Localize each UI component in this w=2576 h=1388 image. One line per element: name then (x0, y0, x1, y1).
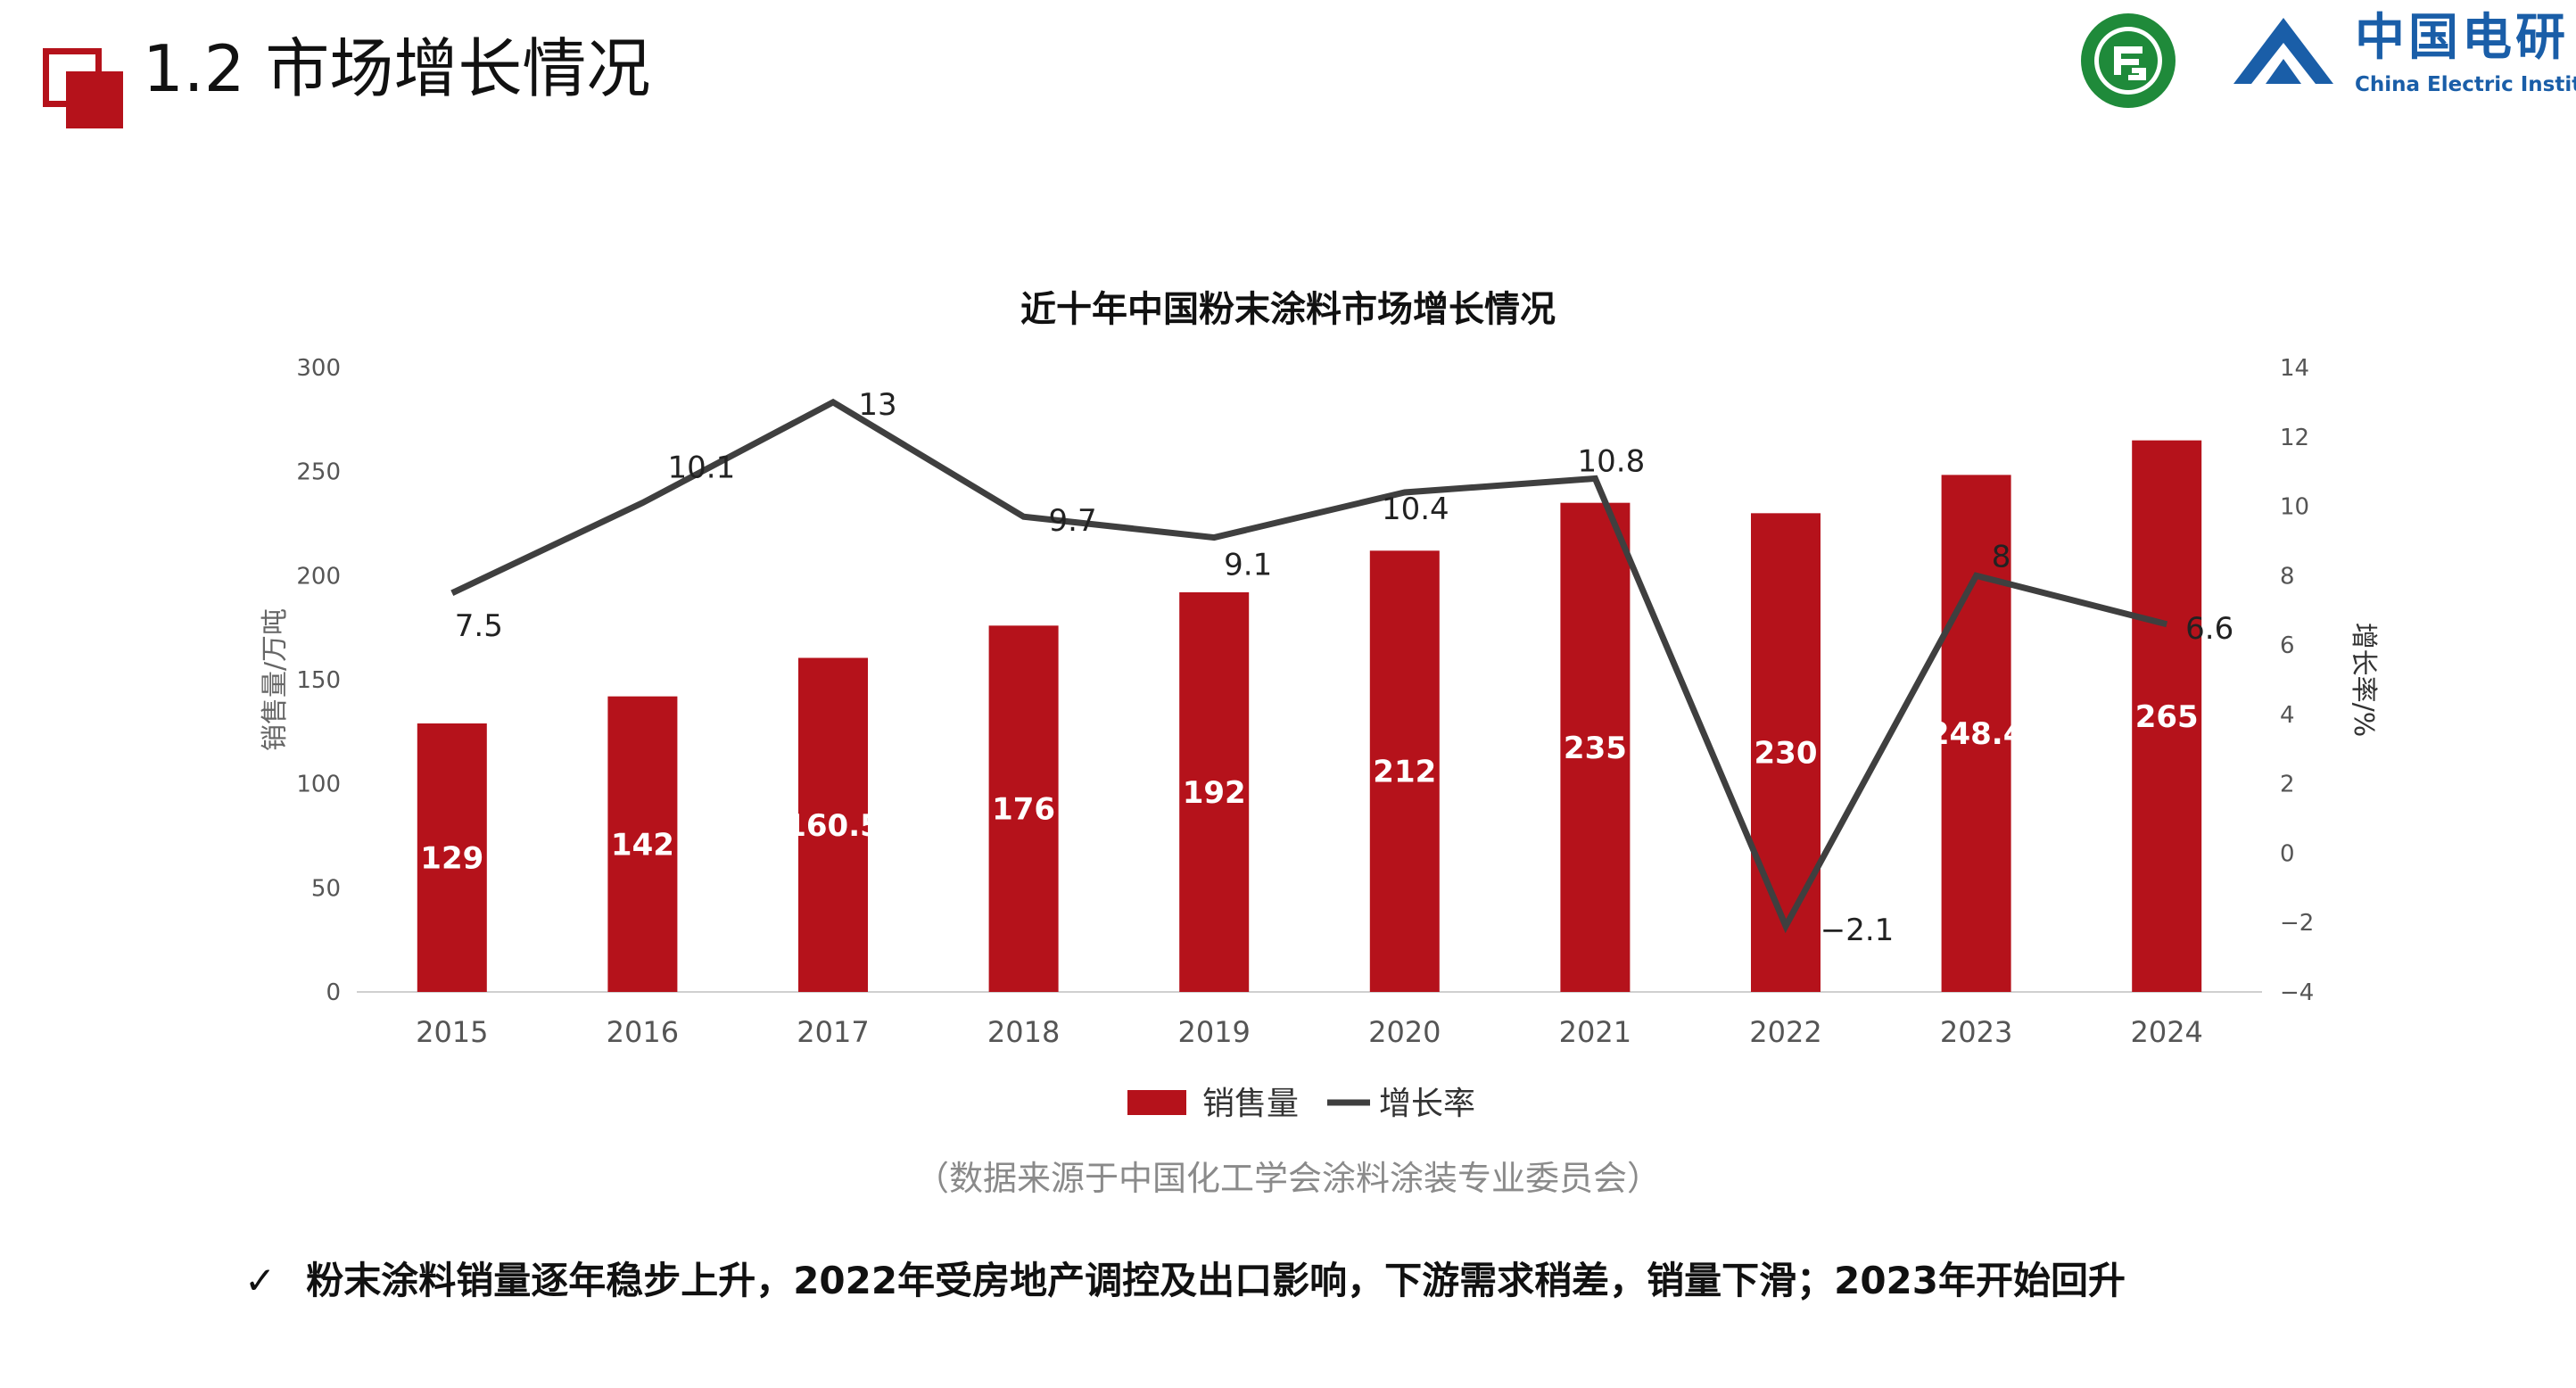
y2-tick-label: 12 (2280, 425, 2309, 451)
line-value-label: 6.6 (2185, 611, 2233, 647)
line-value-label: 10.8 (1578, 443, 1646, 479)
bar (417, 723, 487, 992)
y-tick-label: 300 (296, 355, 341, 382)
summary-bullet: ✓ 粉末涂料销量逐年稳步上升，2022年受房地产调控及出口影响，下游需求稍差，销量… (244, 1254, 2126, 1308)
y2-tick-label: 10 (2280, 494, 2309, 521)
x-tick-label: 2021 (1559, 1015, 1631, 1049)
bar-value-label: 248.4 (1928, 716, 2025, 752)
x-tick-label: 2018 (987, 1015, 1060, 1049)
bar (1751, 513, 1821, 992)
bar-value-label: 265 (2135, 699, 2199, 735)
bar (1179, 592, 1250, 992)
page-title: 1.2 市场增长情况 (143, 31, 651, 106)
bar (1369, 550, 1440, 992)
y2-axis-title: 增长率/% (2348, 623, 2379, 738)
check-icon: ✓ (244, 1259, 277, 1302)
bar-value-label: 212 (1373, 755, 1436, 790)
line-value-label: 8 (1992, 539, 2011, 574)
association-logo (2081, 13, 2176, 108)
y2-tick-label: 14 (2280, 355, 2309, 382)
x-tick-label: 2023 (1940, 1015, 2012, 1049)
legend-label-line: 增长率 (1379, 1086, 1475, 1122)
bar-value-label: 230 (1754, 736, 1818, 772)
bar-value-label: 129 (420, 841, 483, 877)
line-value-label: −2.1 (1821, 913, 1895, 948)
source-footnote: （数据来源于中国化工学会涂料涂装专业委员会） (914, 1159, 1661, 1198)
y2-tick-label: 4 (2280, 702, 2295, 729)
y-tick-label: 250 (296, 459, 341, 486)
y-tick-label: 200 (296, 563, 341, 590)
chart-title: 近十年中国粉末涂料市场增长情况 (1020, 289, 1556, 330)
x-tick-label: 2019 (1177, 1015, 1250, 1049)
data-labels: 129 142 160.5 176 192 212 235 230 248.4 265 7.5 10.… (420, 387, 2233, 948)
bar-value-label: 160.5 (785, 808, 881, 844)
y2-tick-label: 8 (2280, 563, 2295, 590)
bar (1560, 502, 1631, 992)
y2-tick-label: 2 (2280, 772, 2295, 798)
legend-label-bar: 销售量 (1202, 1086, 1299, 1122)
title-decoration-fill (66, 71, 123, 128)
line-value-label: 10.1 (668, 450, 736, 486)
logo-name-en: China Electric Institute (2355, 73, 2576, 96)
line-value-label: 10.4 (1382, 492, 1449, 527)
x-tick-label: 2017 (797, 1015, 869, 1049)
x-tick-label: 2020 (1368, 1015, 1441, 1049)
bar (1941, 475, 2011, 992)
y-tick-label: 0 (326, 979, 341, 1006)
bar (607, 696, 678, 992)
y-tick-label: 100 (296, 772, 341, 798)
y2-tick-label: −4 (2280, 979, 2314, 1006)
bar-value-label: 192 (1183, 775, 1246, 811)
summary-text: 粉末涂料销量逐年稳步上升，2022年受房地产调控及出口影响，下游需求稍差，销量下… (306, 1259, 2126, 1302)
x-tick-label: 2016 (607, 1015, 679, 1049)
line-value-label: 9.1 (1224, 548, 1272, 583)
y-tick-label: 150 (296, 667, 341, 694)
line-value-label: 13 (858, 387, 896, 423)
header: 1.2 市场增长情况 中国电研 China Electric Institute (0, 0, 2576, 143)
bar-value-label: 142 (611, 827, 674, 863)
x-tick-label: 2015 (416, 1015, 488, 1049)
bar (798, 657, 868, 992)
x-tick-label: 2024 (2130, 1015, 2202, 1049)
x-tick-label: 2022 (1749, 1015, 1821, 1049)
line-series (450, 398, 2168, 934)
growth-line (450, 398, 2168, 934)
chart-axes: 0 50 100 150 200 250 300 −4 −2 0 2 4 6 8 10 12 14 2015 201… (260, 355, 2379, 1049)
bar-value-label: 235 (1564, 731, 1627, 766)
cei-logo (2233, 18, 2333, 84)
bar (988, 625, 1059, 992)
line-value-label: 7.5 (455, 608, 503, 644)
line-value-label: 9.7 (1049, 503, 1097, 539)
bar-value-label: 176 (992, 792, 1055, 828)
chart-legend: 销售量 增长率 (1127, 1086, 1475, 1122)
legend-swatch-bar (1127, 1090, 1186, 1115)
y-axis-title: 销售量/万吨 (260, 608, 291, 751)
y2-tick-label: −2 (2280, 910, 2314, 937)
y2-tick-label: 6 (2280, 632, 2295, 659)
logo-name-cn: 中国电研 (2355, 9, 2569, 67)
y2-tick-label: 0 (2280, 840, 2295, 867)
bar-series (417, 440, 2202, 993)
y-tick-label: 50 (311, 875, 341, 902)
bar (2132, 440, 2202, 993)
